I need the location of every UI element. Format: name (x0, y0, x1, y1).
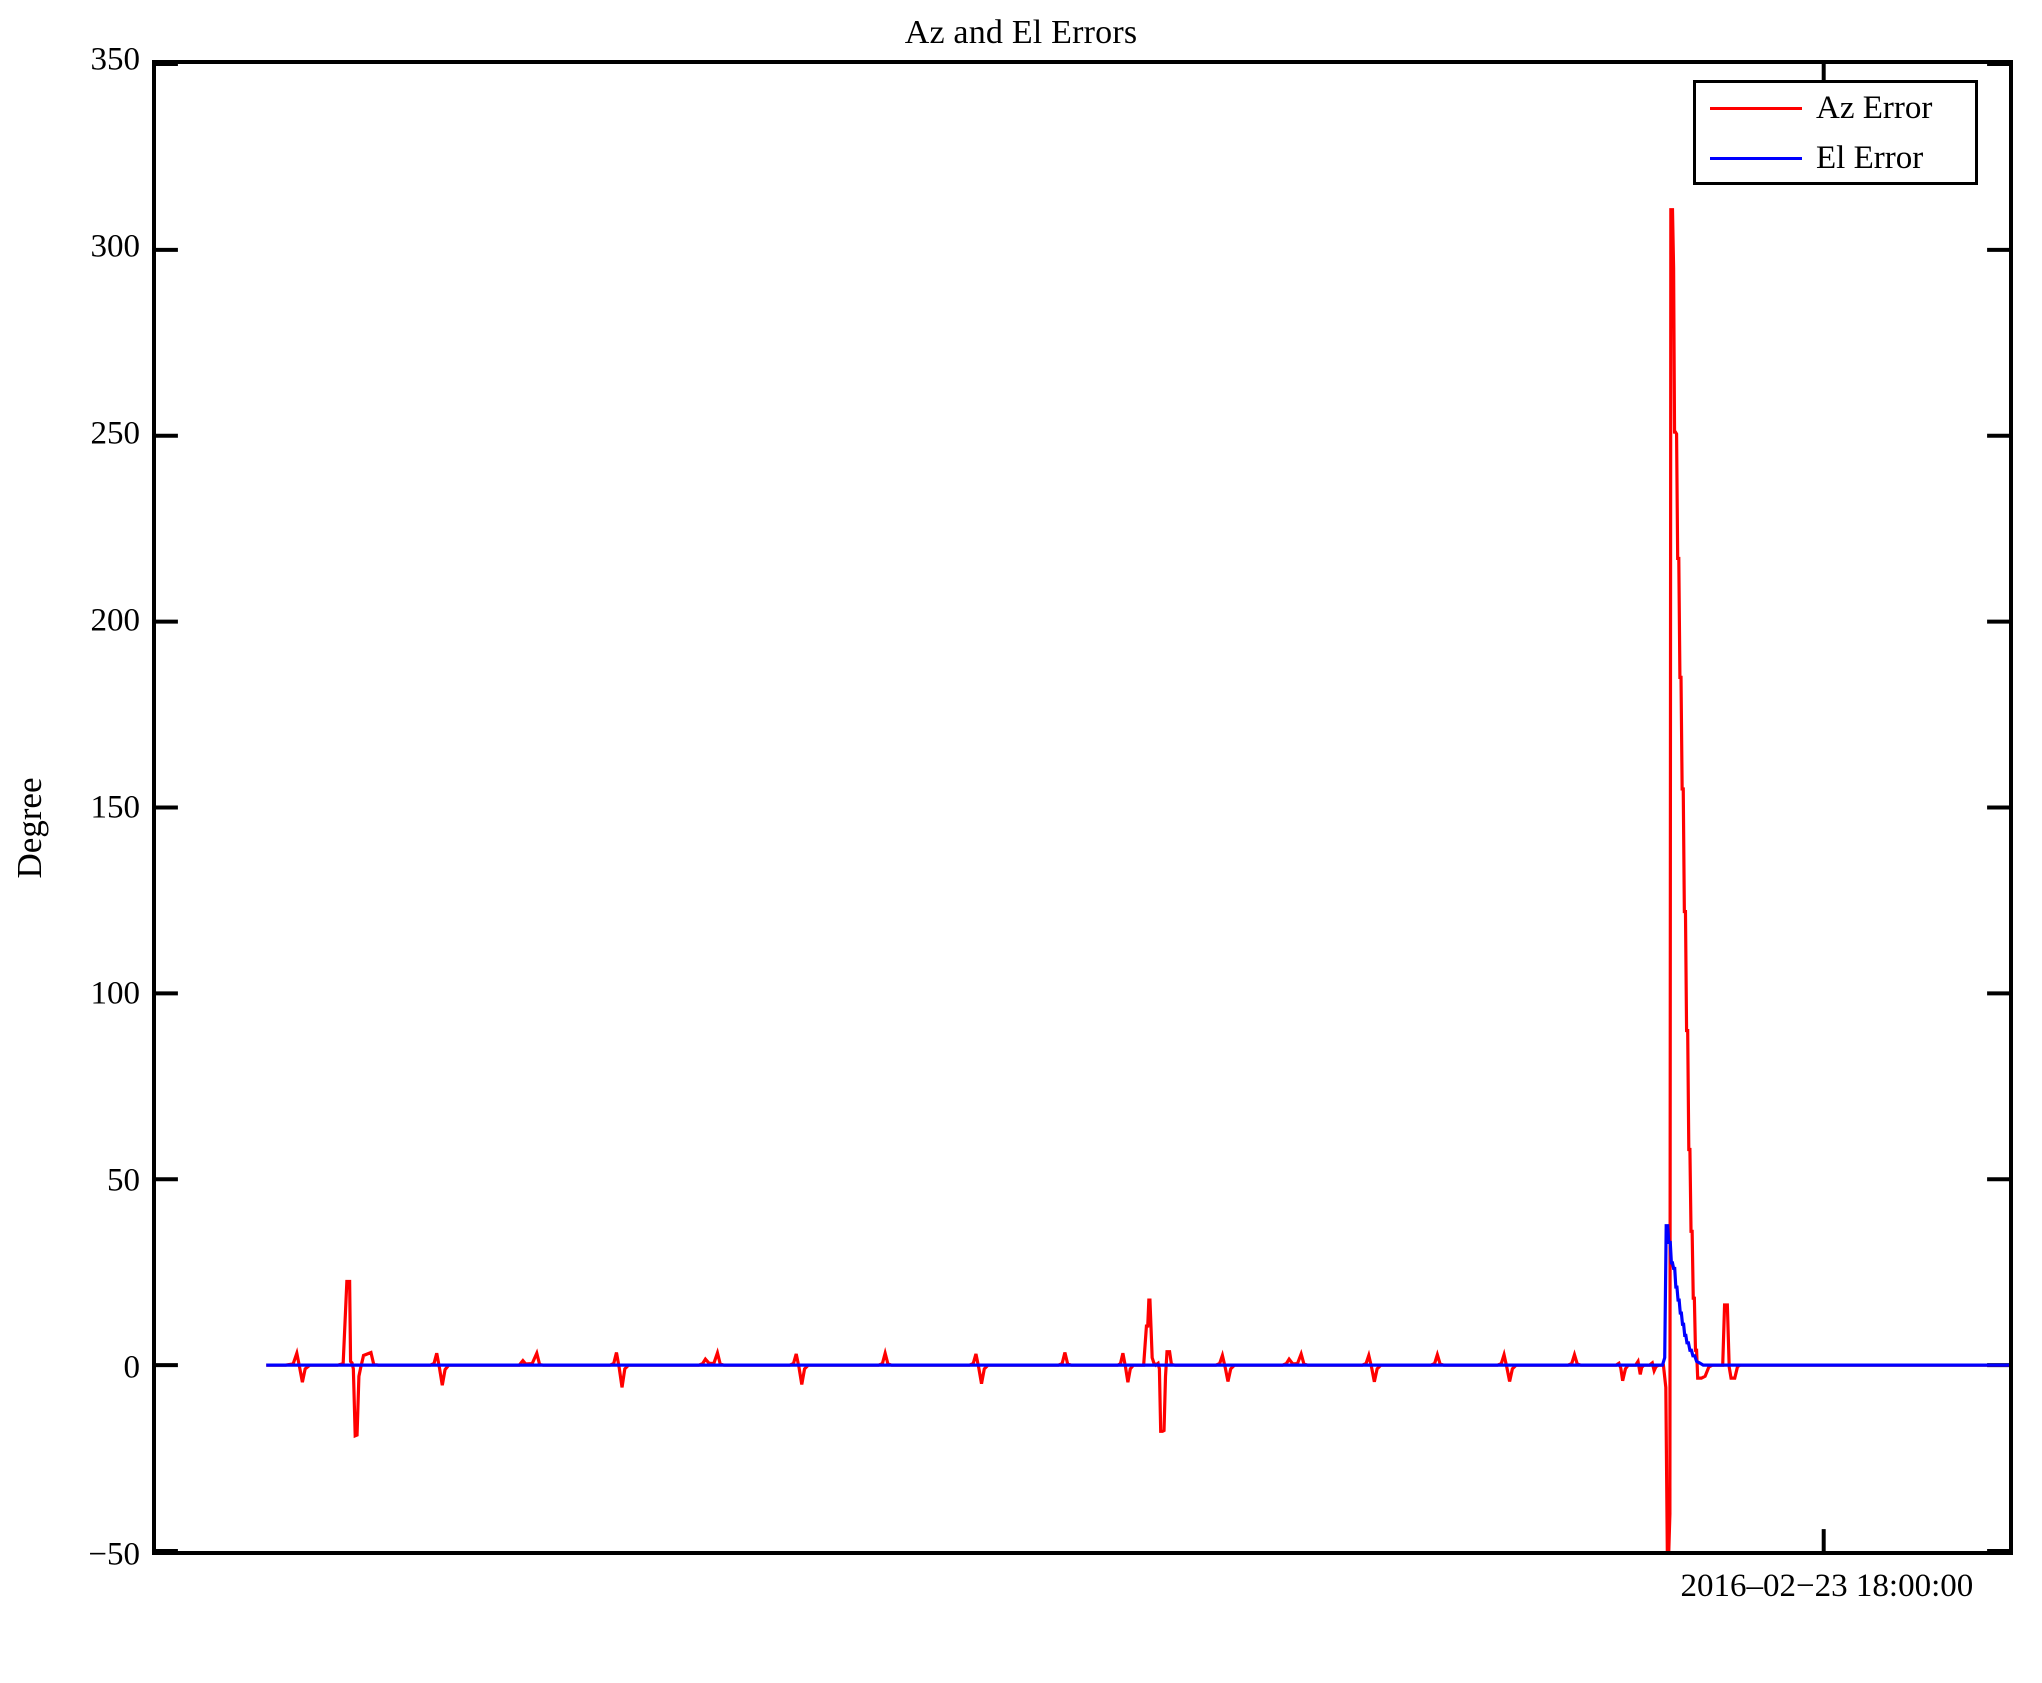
page-title: Az and El Errors (904, 14, 1138, 51)
y-axis-tick-label: 100 (90, 975, 141, 1012)
y-axis-tick-label: 300 (90, 228, 141, 265)
legend-color-swatch (1710, 106, 1802, 110)
series-line-el-error (266, 1224, 2009, 1367)
y-axis-tick-label: 50 (107, 1162, 140, 1199)
plot-svg (156, 64, 2009, 1551)
plot-area (152, 60, 2013, 1555)
y-axis-tick-label: 150 (90, 789, 141, 825)
y-axis-tick-label: 250 (90, 415, 141, 452)
legend: Az Error El Error (1693, 80, 1978, 185)
legend-label: Az Error (1816, 89, 1933, 126)
x-axis-tick-label: 2016‒02−23 18:00:00 (1680, 1568, 1974, 1604)
y-axis-tick-labels: −50 0 50 100 150 200 250 300 350 (0, 0, 140, 1683)
legend-item[interactable]: El Error (1696, 133, 1975, 183)
y-axis-tick-label: 200 (90, 602, 141, 639)
legend-item[interactable]: Az Error (1696, 83, 1975, 133)
series-line-az-error (266, 208, 2009, 1551)
y-axis-label: Degree (10, 777, 49, 879)
legend-label: El Error (1816, 139, 1924, 176)
y-axis-tick-label: 0 (123, 1349, 141, 1386)
legend-color-swatch (1710, 156, 1802, 160)
y-axis-tick-label: −50 (88, 1536, 140, 1573)
y-axis-tick-label: 350 (90, 41, 141, 78)
